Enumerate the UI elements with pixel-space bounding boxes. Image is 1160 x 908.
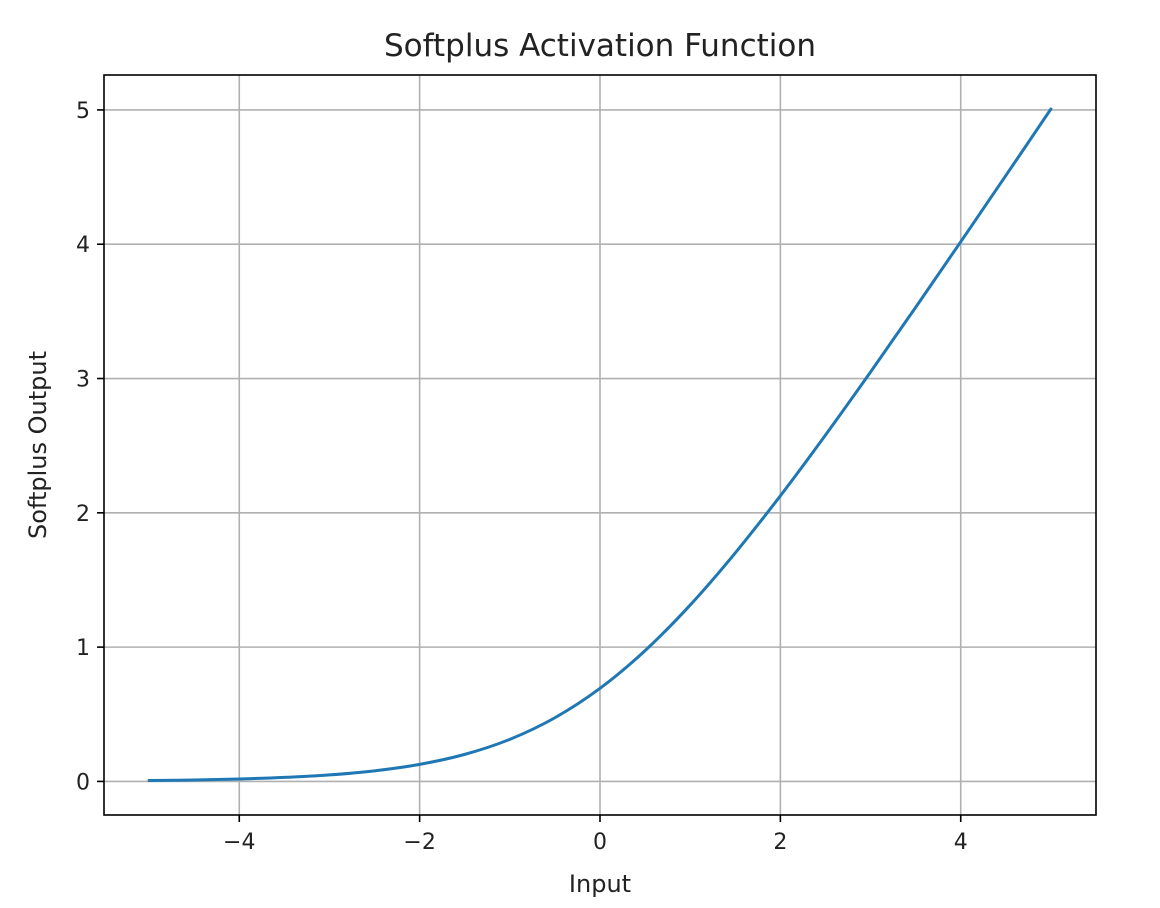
y-tick-label: 2 bbox=[76, 502, 90, 527]
chart-title: Softplus Activation Function bbox=[384, 28, 816, 64]
x-tick-label: −4 bbox=[223, 830, 255, 855]
ticks: −4 −2 0 2 4 0 1 2 3 4 5 bbox=[76, 99, 968, 855]
x-tick-label: 2 bbox=[773, 830, 787, 855]
softplus-series-line bbox=[147, 107, 1053, 783]
y-tick-label: 4 bbox=[76, 233, 90, 258]
y-tick-label: 1 bbox=[76, 636, 90, 661]
grid bbox=[104, 75, 1096, 815]
y-tick-label: 5 bbox=[76, 99, 90, 124]
x-tick-label: −2 bbox=[403, 830, 435, 855]
series-layer bbox=[147, 107, 1053, 783]
y-tick-label: 0 bbox=[76, 770, 90, 795]
x-tick-label: 0 bbox=[593, 830, 607, 855]
y-tick-label: 3 bbox=[76, 368, 90, 393]
x-tick-label: 4 bbox=[954, 830, 968, 855]
y-axis-label: Softplus Output bbox=[24, 351, 52, 539]
x-axis-label: Input bbox=[569, 870, 631, 898]
